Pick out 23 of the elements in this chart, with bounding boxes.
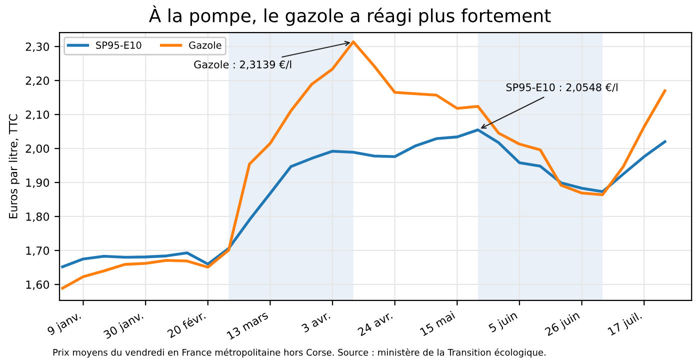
y-tick-label: 2,20 xyxy=(26,76,50,86)
y-tick-label: 2,10 xyxy=(26,110,50,120)
y-tick-label: 1,90 xyxy=(26,178,50,188)
y-tick-label: 1,80 xyxy=(26,212,50,222)
x-tick-label: 17 juil. xyxy=(607,310,644,338)
y-tick-label: 1,70 xyxy=(26,246,50,256)
legend-label: SP95-E10 xyxy=(96,42,142,49)
annotation: Gazole : 2,3139 €/l xyxy=(194,60,292,70)
annotation: SP95-E10 : 2,0548 €/l xyxy=(506,83,618,92)
x-tick-label: 24 avr. xyxy=(357,310,393,336)
x-tick-label: 3 avr. xyxy=(301,310,330,333)
x-tick-label: 5 juin xyxy=(488,310,519,334)
text: Prix moyens du vendredi en France métropolitaine hors Corse. Source : ministère de la Transition écologique. xyxy=(53,348,546,358)
chart-title: À la pompe, le gazole a réagi plus fortement xyxy=(148,5,551,26)
x-tick-label: 20 févr. xyxy=(166,310,206,338)
y-tick-label: 1,60 xyxy=(26,280,50,290)
x-tick-label: 15 mai xyxy=(420,310,456,336)
y-tick-label: 2,00 xyxy=(26,144,50,154)
legend-label: Gazole xyxy=(189,41,222,49)
y-axis-title: Euros par litre, TTC xyxy=(8,114,20,218)
y-tick-label: 2,30 xyxy=(26,42,50,52)
x-tick-label: 13 mars xyxy=(226,310,269,340)
x-tick-label: 26 juin xyxy=(544,310,581,338)
